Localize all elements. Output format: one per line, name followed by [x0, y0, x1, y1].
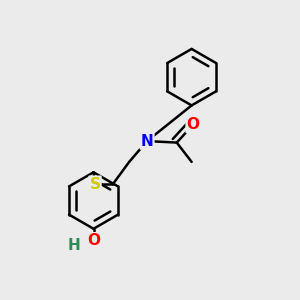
Text: O: O: [187, 117, 200, 132]
Text: S: S: [89, 177, 100, 192]
Text: H: H: [68, 238, 81, 253]
Text: N: N: [141, 134, 153, 148]
Text: O: O: [87, 233, 100, 248]
